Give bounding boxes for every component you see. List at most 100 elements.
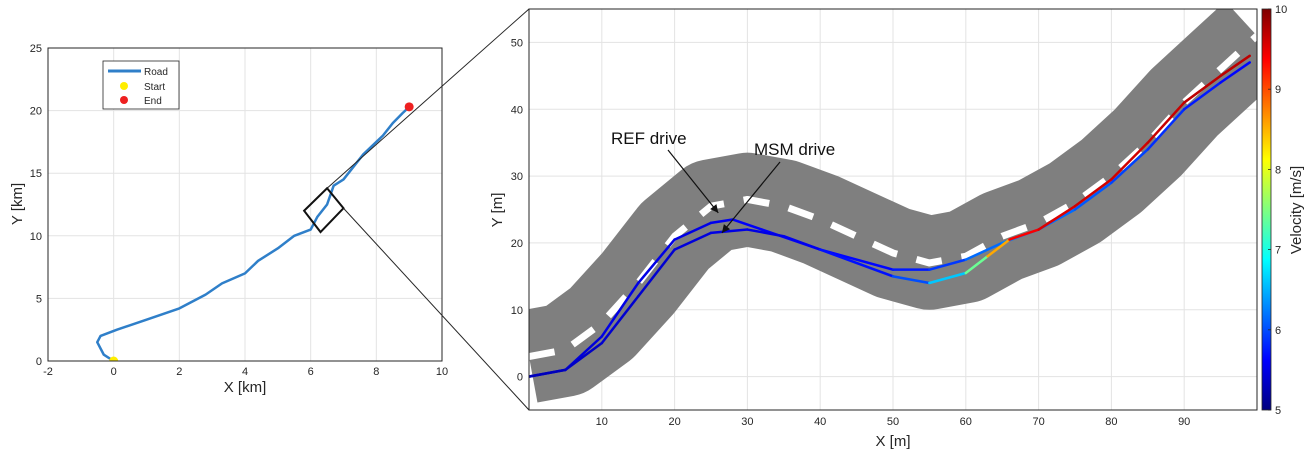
colorbar-tick-label: 9 [1275, 84, 1281, 96]
trajectory-segment [782, 234, 822, 251]
detail-x-tick-label: 10 [596, 416, 608, 428]
overview-x-tick-label: 8 [373, 366, 379, 378]
trajectory-segment [529, 368, 567, 378]
overview-end-marker [404, 102, 414, 112]
trajectory-segment [1146, 101, 1186, 144]
trajectory-segment [1182, 81, 1222, 111]
overview-x-tick-label: 10 [436, 366, 448, 378]
overview-x-tick-label: 6 [308, 366, 314, 378]
colorbar-tick-label: 5 [1275, 405, 1281, 417]
overview-y-axis-label: Y [km] [9, 183, 26, 225]
trajectory-segment [1110, 148, 1150, 185]
overview-road-line [96, 105, 411, 361]
detail-y-tick-label: 30 [511, 171, 523, 183]
trajectory-segment [928, 271, 968, 285]
colorbar-tick-label: 8 [1275, 164, 1281, 176]
overview-x-axis-label: X [km] [224, 379, 267, 396]
overview-legend: Road Start End [102, 60, 180, 110]
colorbar-ticks: 5 6 7 8 9 10 [1268, 4, 1287, 417]
trajectory-segment [673, 231, 713, 251]
detail-x-tick-label: 40 [814, 416, 826, 428]
trajectory-segment [1110, 141, 1150, 181]
detail-y-tick-label: 10 [511, 305, 523, 317]
colorbar-tick-label: 7 [1275, 245, 1281, 257]
overview-axes-box [47, 47, 443, 362]
annotation-arrow-line [667, 149, 719, 214]
colorbar-tick-label: 10 [1275, 4, 1287, 16]
zoom-connector-top [326, 8, 530, 189]
detail-x-tick-label: 50 [887, 416, 899, 428]
detail-x-axis-label: X [m] [875, 433, 910, 450]
detail-data [529, 9, 1257, 403]
annotation-arrow-head [721, 224, 731, 233]
trajectory-segment [1073, 181, 1113, 211]
detail-y-tick-label: 0 [517, 372, 523, 384]
legend-end-swatch [120, 96, 128, 104]
colorbar-label: Velocity [m/s] [1288, 166, 1305, 254]
annotation-arrow-line [721, 161, 781, 234]
trajectory-segment [928, 258, 968, 271]
legend-end-label: End [144, 96, 162, 107]
overview-x-tick-label: 4 [242, 366, 248, 378]
trajectory-segment [709, 218, 735, 225]
trajectory-segment [1182, 74, 1222, 104]
trajectory-segment [1073, 178, 1113, 208]
detail-y-tick-label: 20 [511, 238, 523, 250]
trajectory-segment [731, 218, 764, 231]
detail-y-tick-label: 50 [511, 37, 523, 49]
trajectory-segment [1219, 54, 1251, 78]
overview-x-tick-label: -2 [43, 366, 53, 378]
detail-axes-box [528, 8, 1258, 411]
trajectory-segment [746, 228, 786, 238]
trajectory-segment [1037, 204, 1077, 231]
detail-x-tick-label: 60 [960, 416, 972, 428]
annotation-msm-drive: MSM drive [754, 140, 835, 159]
legend-road-label: Road [144, 67, 168, 78]
colorbar-tick-label: 6 [1275, 325, 1281, 337]
trajectory-segment [891, 275, 931, 285]
colorbar-bar [1261, 8, 1272, 411]
trajectory-segment [1219, 61, 1251, 84]
detail-y-axis-label: Y [m] [489, 193, 506, 228]
trajectory-segment [986, 238, 1011, 258]
overview-x-tick-label: 0 [111, 366, 117, 378]
zoom-connector-bottom [343, 207, 530, 411]
trajectory-segment [673, 221, 713, 241]
velocity-colorbar: 5 6 7 8 9 10 Velocity [m/s] [1261, 4, 1305, 417]
overview-y-tick-label: 5 [36, 293, 42, 305]
legend-box [102, 60, 180, 110]
detail-ticks: 10 20 30 40 50 60 70 80 90 0 10 20 30 40 50 [511, 37, 1191, 428]
trajectory-segment [600, 295, 640, 345]
annotation-arrow-head [710, 204, 719, 213]
msm-drive-trajectory [529, 54, 1251, 378]
trajectory-segment [818, 248, 895, 278]
detail-x-tick-label: 30 [741, 416, 753, 428]
overview-y-tick-label: 0 [36, 356, 42, 368]
annotation-ref-drive: REF drive [611, 129, 687, 148]
trajectory-segment [964, 241, 1004, 261]
detail-x-tick-label: 90 [1178, 416, 1190, 428]
annotations: REF drive MSM drive [611, 129, 835, 234]
legend-start-swatch [120, 82, 128, 90]
trajectory-segment [636, 248, 676, 298]
legend-start-label: Start [144, 82, 165, 93]
overview-y-tick-label: 25 [30, 43, 42, 55]
trajectory-segment [636, 238, 676, 285]
trajectory-segment [964, 255, 989, 275]
detail-x-tick-label: 70 [1032, 416, 1044, 428]
overview-data [96, 102, 414, 361]
overview-y-tick-label: 20 [30, 106, 42, 118]
trajectory-segment [1008, 228, 1040, 241]
trajectory-segment [709, 228, 749, 235]
overview-y-tick-label: 10 [30, 231, 42, 243]
detail-x-tick-label: 20 [668, 416, 680, 428]
overview-y-tick-label: 15 [30, 168, 42, 180]
detail-x-tick-label: 80 [1105, 416, 1117, 428]
overview-x-tick-label: 2 [176, 366, 182, 378]
detail-y-tick-label: 40 [511, 104, 523, 116]
overview-start-marker [109, 356, 119, 361]
trajectory-segment [1146, 108, 1186, 151]
